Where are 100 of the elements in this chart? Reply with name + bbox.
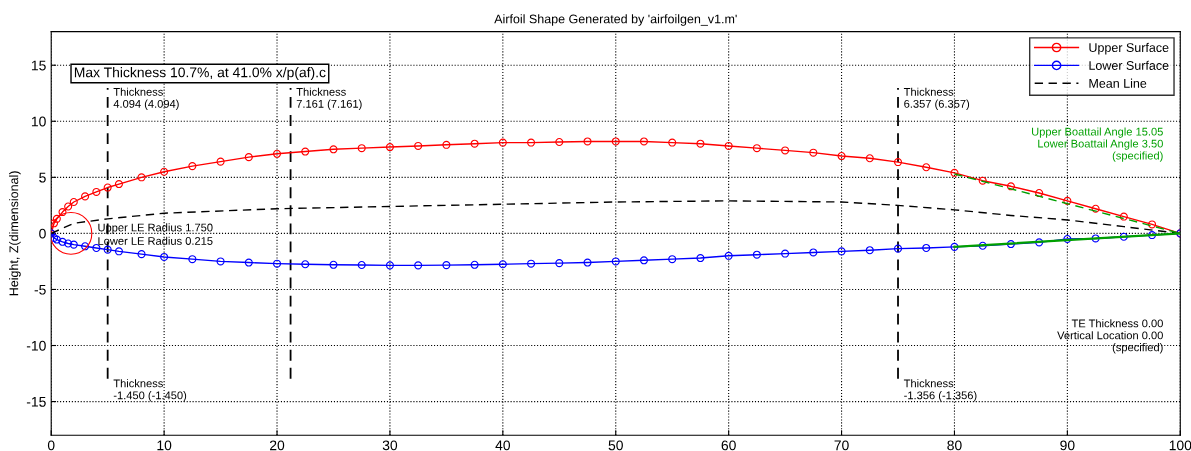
y-tick-label: 0 <box>39 228 46 239</box>
point <box>69 240 78 249</box>
x-tick-label: 100 <box>1169 440 1191 451</box>
point <box>160 167 169 176</box>
y-tick-label: -15 <box>26 397 46 407</box>
x-tick-label: 60 <box>721 440 736 451</box>
point <box>103 183 112 192</box>
point <box>329 260 338 269</box>
point <box>188 162 197 171</box>
point <box>724 141 733 150</box>
x-tick-label: 40 <box>495 440 511 451</box>
annotation: Thickness 6.357 (6.357) <box>903 87 970 110</box>
point <box>950 242 959 251</box>
point <box>950 168 959 177</box>
point <box>470 139 479 148</box>
annotation: Thickness 7.161 (7.161) <box>296 87 362 110</box>
point <box>244 153 253 162</box>
x-tick-label: 10 <box>157 440 172 451</box>
point <box>837 247 846 256</box>
point <box>137 250 146 259</box>
point <box>837 152 846 161</box>
point <box>865 246 874 255</box>
point <box>357 260 366 270</box>
point <box>188 255 197 264</box>
point <box>216 157 225 166</box>
point <box>1035 189 1044 198</box>
x-tick-label: 50 <box>608 440 623 451</box>
point <box>527 138 536 147</box>
point <box>92 187 101 196</box>
point <box>611 137 620 146</box>
point <box>81 242 90 251</box>
point <box>64 202 73 211</box>
x-tick-label: 90 <box>1060 440 1075 451</box>
point <box>893 244 903 253</box>
point <box>752 250 761 259</box>
x-tick-label: 30 <box>382 440 398 451</box>
point <box>1148 220 1157 229</box>
point <box>385 261 394 270</box>
point <box>470 260 479 269</box>
y-tick-label: 5 <box>39 172 46 183</box>
y-tick-label: 15 <box>31 60 46 71</box>
point <box>244 258 253 267</box>
x-tick-label: 70 <box>834 440 849 451</box>
point <box>442 140 451 149</box>
x-tick-label: 20 <box>270 440 285 451</box>
point <box>781 249 790 258</box>
point <box>301 260 310 269</box>
point <box>922 163 931 172</box>
point <box>583 258 592 267</box>
point <box>781 146 790 155</box>
point <box>1091 204 1100 213</box>
point <box>696 254 705 263</box>
point <box>301 147 310 156</box>
point <box>1091 234 1100 243</box>
point <box>58 237 67 246</box>
point <box>1119 212 1128 221</box>
point <box>51 219 59 228</box>
legend-label: Lower Surface <box>1089 60 1169 70</box>
point <box>752 144 761 153</box>
y-tick-label: -10 <box>26 340 46 351</box>
point <box>114 247 123 256</box>
point <box>893 158 903 167</box>
annotation: Thickness -1.356 (-1.356) <box>903 379 977 402</box>
point <box>1063 196 1072 205</box>
x-tick-label: 0 <box>47 440 55 451</box>
y-axis-title: Height, Z(dimensional) <box>9 171 21 296</box>
point <box>52 214 61 223</box>
point <box>583 137 592 146</box>
legend-label: Upper Surface <box>1089 42 1169 55</box>
point <box>498 138 507 147</box>
point <box>1063 234 1072 244</box>
x-tick-label: 80 <box>947 440 962 451</box>
point <box>442 261 451 270</box>
point <box>498 260 507 269</box>
point <box>809 248 818 257</box>
point <box>414 261 423 270</box>
annotation: Lower LE Radius 0.215 <box>98 236 213 245</box>
point <box>414 141 423 150</box>
point <box>865 154 874 163</box>
point <box>668 255 677 264</box>
point <box>69 197 78 207</box>
point <box>1006 182 1015 191</box>
point <box>639 256 649 265</box>
point <box>92 243 101 252</box>
point <box>114 180 123 189</box>
annotation: TE Thickness 0.00 Vertical Location 0.00 (specified) <box>1057 319 1163 354</box>
point <box>58 208 67 217</box>
point <box>611 257 620 266</box>
point <box>978 241 987 250</box>
point <box>1035 238 1044 247</box>
annotation: Thickness 4.094 (4.094) <box>113 87 179 110</box>
point <box>724 251 733 260</box>
point <box>809 148 818 157</box>
point <box>81 192 90 201</box>
legend-label: Mean Line <box>1089 78 1147 88</box>
point <box>527 259 536 268</box>
point <box>216 257 225 266</box>
y-tick-label: 10 <box>31 116 46 127</box>
annotation: Max Thickness 10.7%, at 41.0% x/p(af).c <box>74 67 326 81</box>
point <box>357 144 366 153</box>
